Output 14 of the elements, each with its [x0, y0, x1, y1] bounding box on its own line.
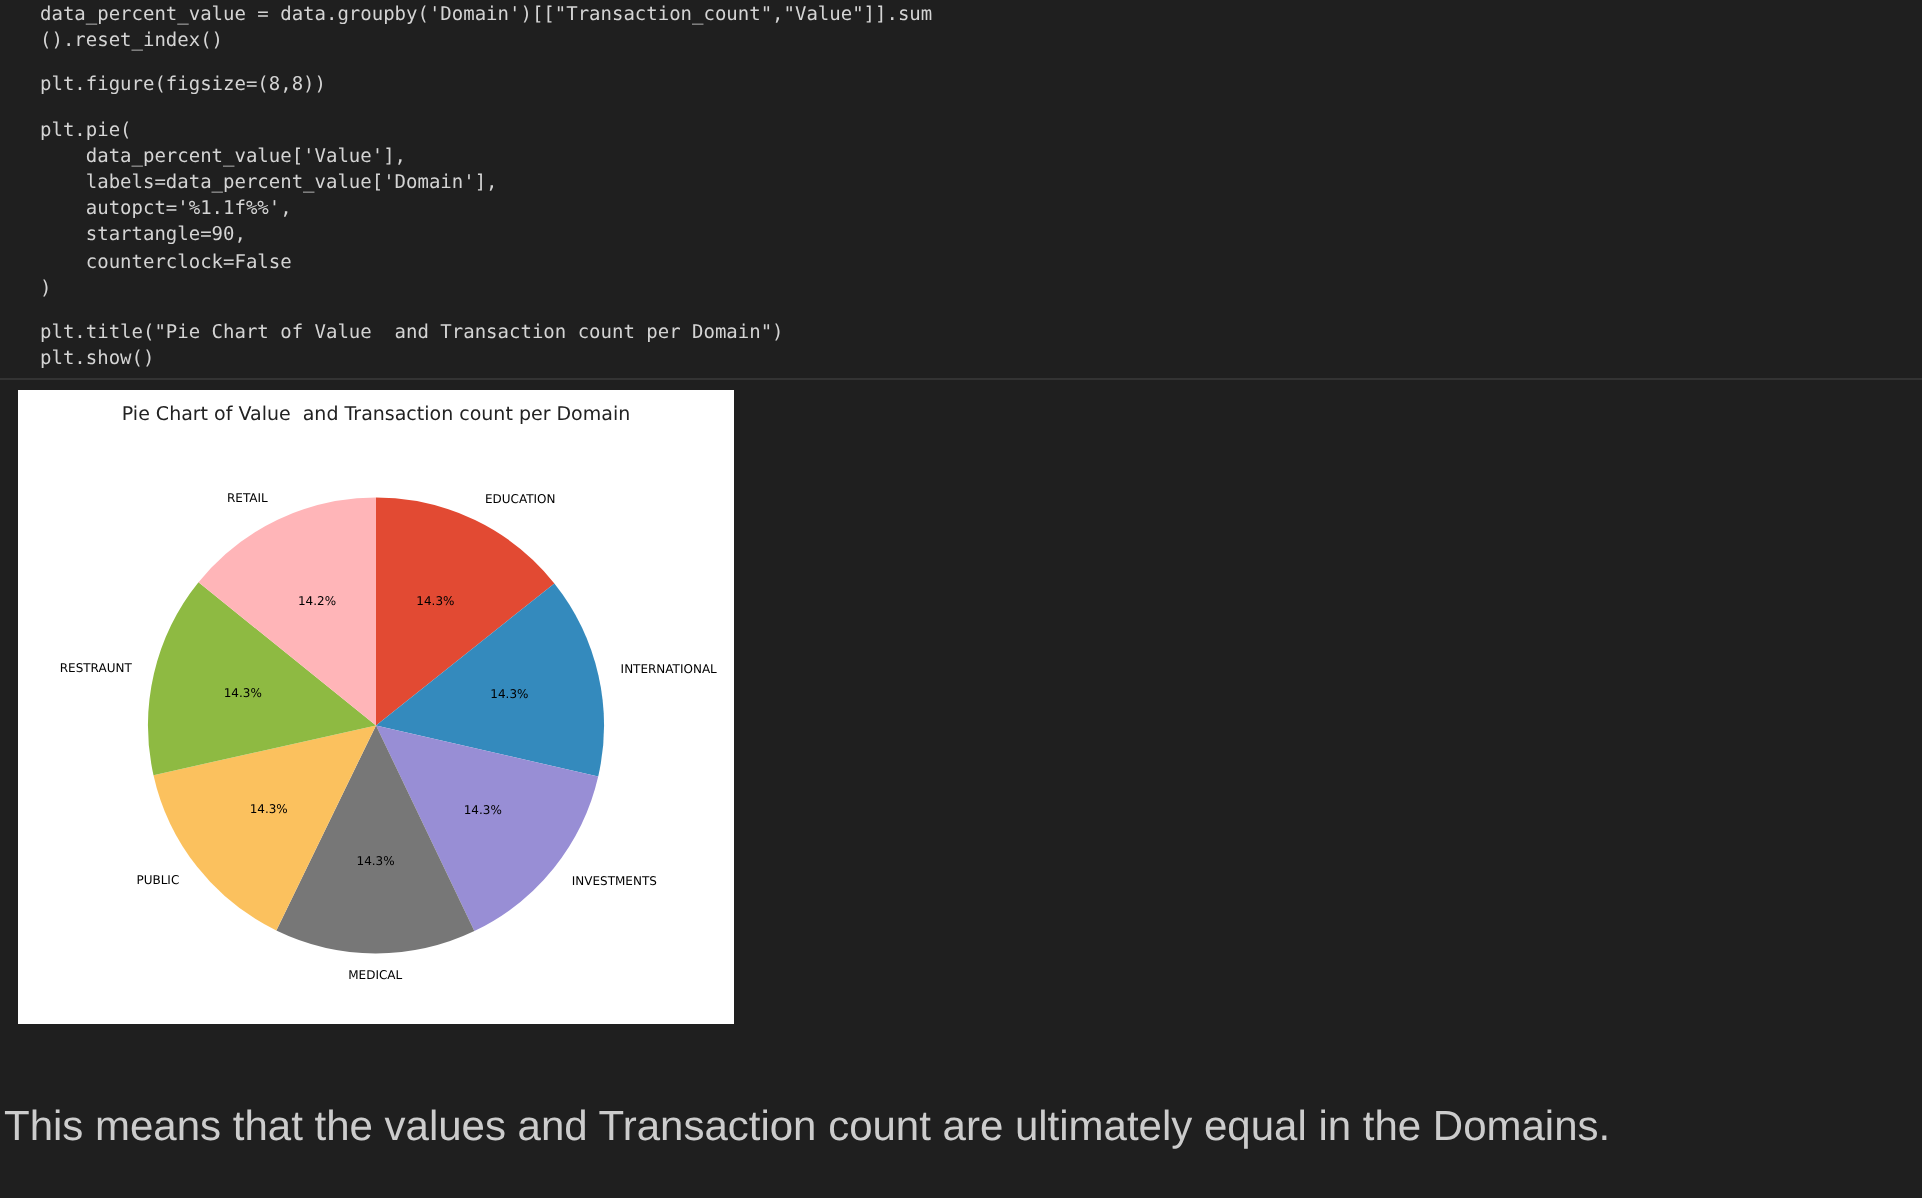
text: labels=data_percent_value['Domain'],	[83, 170, 500, 197]
text: startangle=90,	[83, 222, 248, 250]
text: autopct='%1.1f%%',	[83, 196, 294, 223]
text: plt.pie(	[40, 117, 134, 144]
text: )	[40, 275, 54, 303]
text: data_percent_value['Value'],	[83, 143, 409, 171]
text: plt.figure(figsize=(8,8))	[40, 72, 328, 100]
text: counterclock=False	[83, 249, 294, 276]
text: This means that the values and Transaction count are ultimately equal in the Domains.	[4, 1104, 1611, 1152]
chart-title: Pie Chart of Value and Transaction count per Domain	[121, 404, 631, 427]
text: ().reset_index()	[40, 28, 226, 55]
text: plt.show()	[40, 346, 157, 373]
text: plt.title("Pie Chart of Value and Transaction count per Domain")	[40, 320, 786, 347]
text: data_percent_value = data.groupby('Domain')[["Transaction_count","Value"]].sum	[40, 2, 933, 29]
